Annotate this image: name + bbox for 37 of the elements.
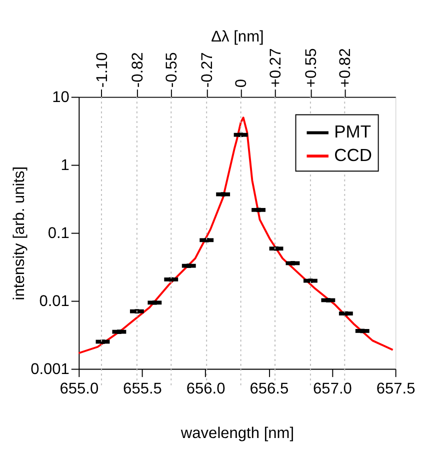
point xyxy=(168,277,174,282)
x2-tick-label: +0.27 xyxy=(267,48,284,88)
x-tick-label: 656.5 xyxy=(250,380,289,398)
point xyxy=(220,192,226,196)
y-tick-label: 10 xyxy=(52,89,70,106)
y-tick-label: 0.001 xyxy=(30,361,70,378)
point xyxy=(100,340,105,344)
x-tick-label: 655.5 xyxy=(123,380,162,398)
point xyxy=(186,264,192,268)
point xyxy=(274,246,278,251)
x2-tick-label: +0.55 xyxy=(302,48,320,88)
y-tick-label: 0.01 xyxy=(39,293,70,310)
x2-tick-label: +0.82 xyxy=(337,48,354,88)
point xyxy=(326,298,330,302)
x-tick-label: 655.0 xyxy=(60,380,99,398)
line-series xyxy=(78,116,394,354)
x2-tick-label: -0.82 xyxy=(129,52,146,88)
x2-tick-label: -1.10 xyxy=(94,52,111,88)
y-tick-label: 1 xyxy=(60,157,70,174)
point xyxy=(204,238,209,242)
x-tick-label: 656.0 xyxy=(186,380,226,398)
point xyxy=(152,300,157,305)
point xyxy=(360,328,365,334)
point xyxy=(290,261,295,266)
y-tick-label: 0.1 xyxy=(48,225,70,242)
y-axis-title: intensity [arb. units] xyxy=(10,166,28,300)
x-axis-title: wavelength [nm] xyxy=(180,425,294,442)
x2-tick-label: -0.55 xyxy=(163,52,180,88)
point xyxy=(238,132,243,137)
x2-tick-label: -0.27 xyxy=(198,52,216,88)
x-tick-label: 657.5 xyxy=(376,380,416,398)
legend-label: CCD xyxy=(334,144,372,165)
point xyxy=(117,330,122,334)
x2-axis-title: Δλ [nm] xyxy=(211,28,264,46)
x2-tick-label: 0 xyxy=(233,78,250,88)
x-tick-label: 657.0 xyxy=(313,380,352,398)
legend-label: PMT xyxy=(334,122,372,142)
